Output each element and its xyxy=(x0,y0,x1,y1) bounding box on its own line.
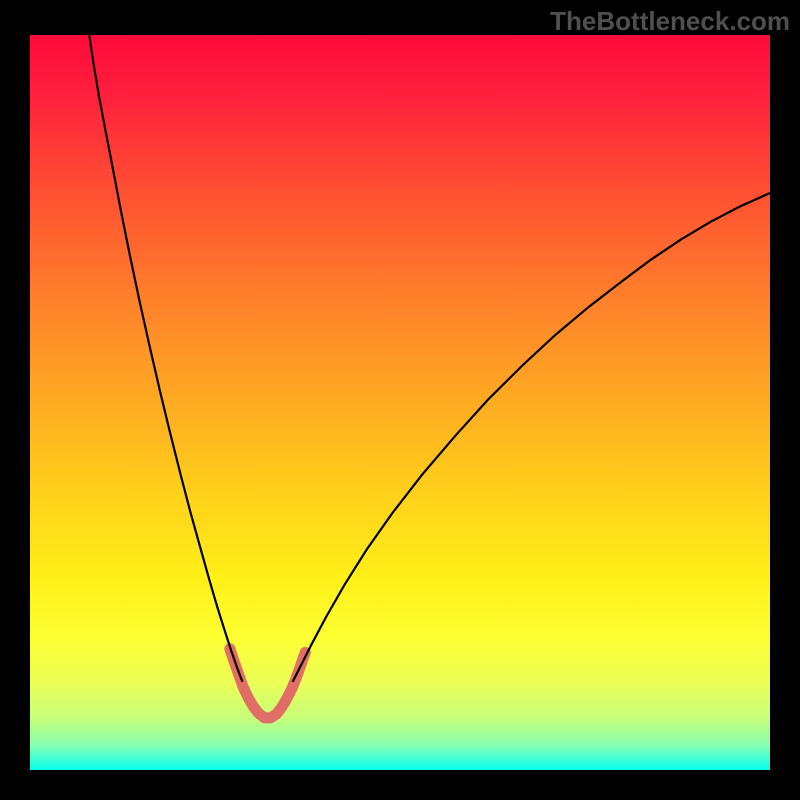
watermark-text: TheBottleneck.com xyxy=(550,6,790,37)
chart-svg xyxy=(0,0,800,800)
plot-background xyxy=(30,35,770,770)
